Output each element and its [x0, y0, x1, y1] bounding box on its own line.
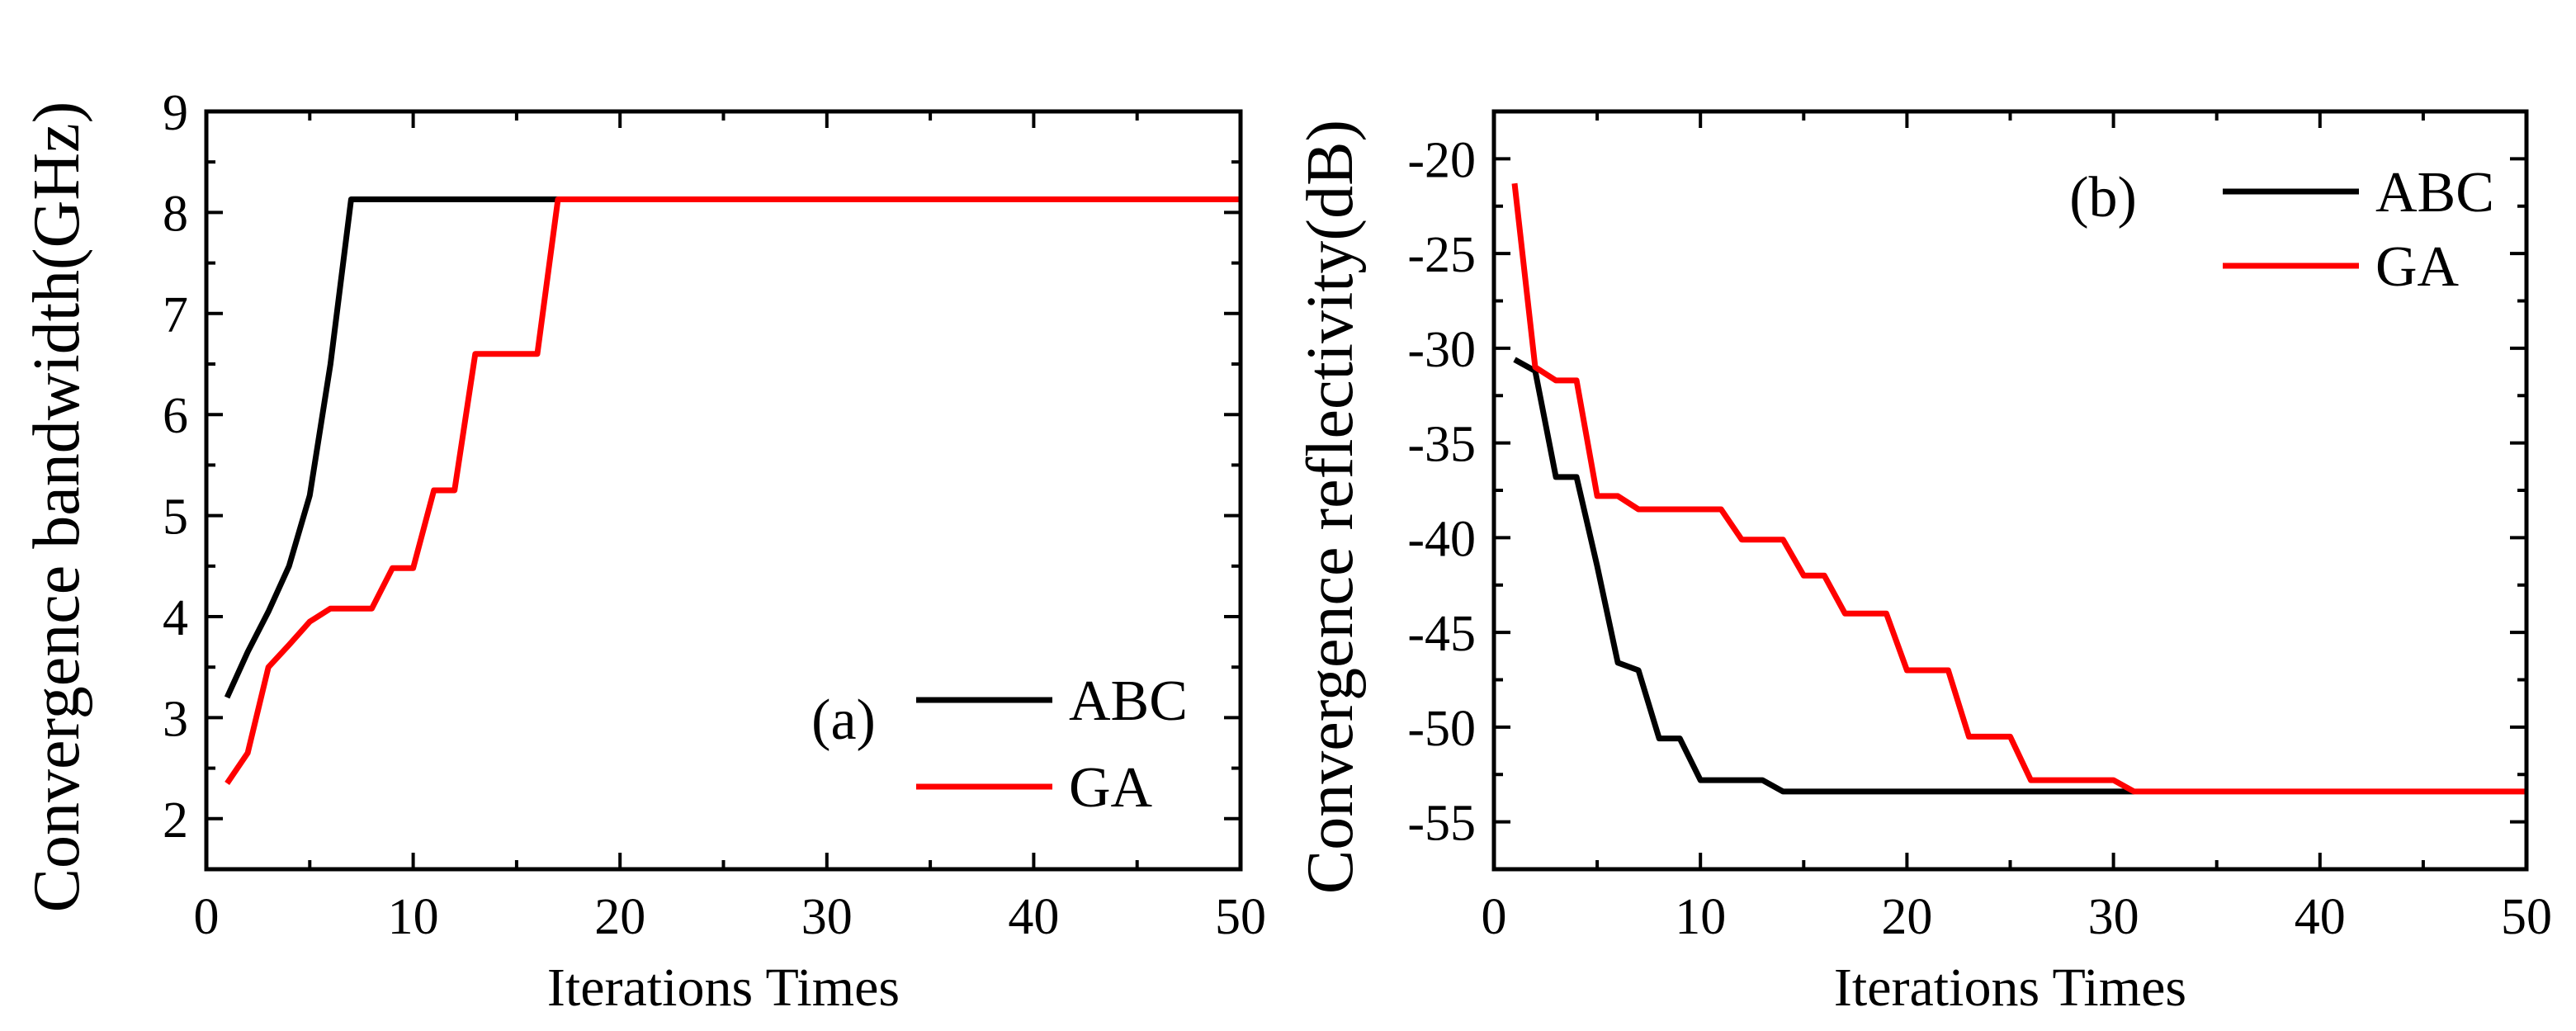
y-axis-title: Convergence reflectivity(dB) — [1294, 120, 1367, 894]
series-line-ga — [1511, 182, 2526, 795]
y-tick-label: -30 — [1407, 322, 1476, 378]
y-tick-label: 4 — [163, 590, 188, 646]
series-line-abc — [1513, 357, 2134, 795]
x-tick-label: 20 — [594, 889, 645, 945]
y-tick-label: -45 — [1407, 606, 1476, 662]
x-tick-label: 20 — [1881, 889, 1932, 945]
y-tick-label: 3 — [163, 691, 188, 747]
y-tick-label: -55 — [1407, 796, 1476, 852]
legend-label-abc: ABC — [1069, 669, 1188, 733]
x-tick-label: 40 — [2295, 889, 2346, 945]
legend-label-abc: ABC — [2375, 161, 2494, 225]
x-tick-label: 0 — [1482, 889, 1507, 945]
panel-a: 0 10 20 30 40 50 2 3 4 5 6 7 8 9 Iterations Times Conve… — [21, 85, 1266, 1018]
legend-label-ga: GA — [1069, 756, 1153, 820]
x-tick-label: 50 — [2501, 889, 2552, 945]
series-line-abc — [224, 196, 558, 699]
plot-frame — [1491, 109, 2529, 872]
x-tick-label: 30 — [2088, 889, 2139, 945]
y-tick-label: -50 — [1407, 701, 1476, 757]
x-tick-label: 10 — [388, 889, 439, 945]
x-axis-title: Iterations Times — [1834, 958, 2186, 1018]
x-tick-label: 40 — [1008, 889, 1059, 945]
y-tick-label: -20 — [1407, 132, 1476, 188]
y-tick-label: 9 — [163, 85, 188, 141]
series-line-ga — [225, 196, 1241, 785]
y-tick-label: 6 — [163, 388, 188, 444]
panel-b: 0 10 20 30 40 50 -20 -25 -30 -35 -40 -45 -50 -55 Itera… — [1294, 109, 2552, 1018]
y-tick-label: -35 — [1407, 417, 1476, 473]
x-tick-label: 30 — [801, 889, 853, 945]
x-tick-label: 0 — [194, 889, 220, 945]
y-tick-label: 8 — [163, 186, 188, 242]
y-tick-label: -40 — [1407, 511, 1476, 567]
y-tick-label: 7 — [163, 287, 188, 343]
x-tick-label: 50 — [1215, 889, 1266, 945]
legend: ABC GA — [916, 669, 1188, 820]
y-tick-label: 2 — [163, 792, 188, 849]
y-axis-title: Convergence bandwidth(GHz) — [21, 102, 93, 913]
panel-label: (b) — [2069, 166, 2137, 229]
x-axis-title: Iterations Times — [547, 958, 900, 1018]
panel-label: (a) — [811, 688, 876, 752]
legend: ABC GA — [2223, 161, 2494, 299]
y-tick-label: 5 — [163, 489, 188, 546]
x-tick-label: 10 — [1675, 889, 1726, 945]
y-tick-label: -25 — [1407, 227, 1476, 283]
legend-label-ga: GA — [2375, 235, 2460, 299]
